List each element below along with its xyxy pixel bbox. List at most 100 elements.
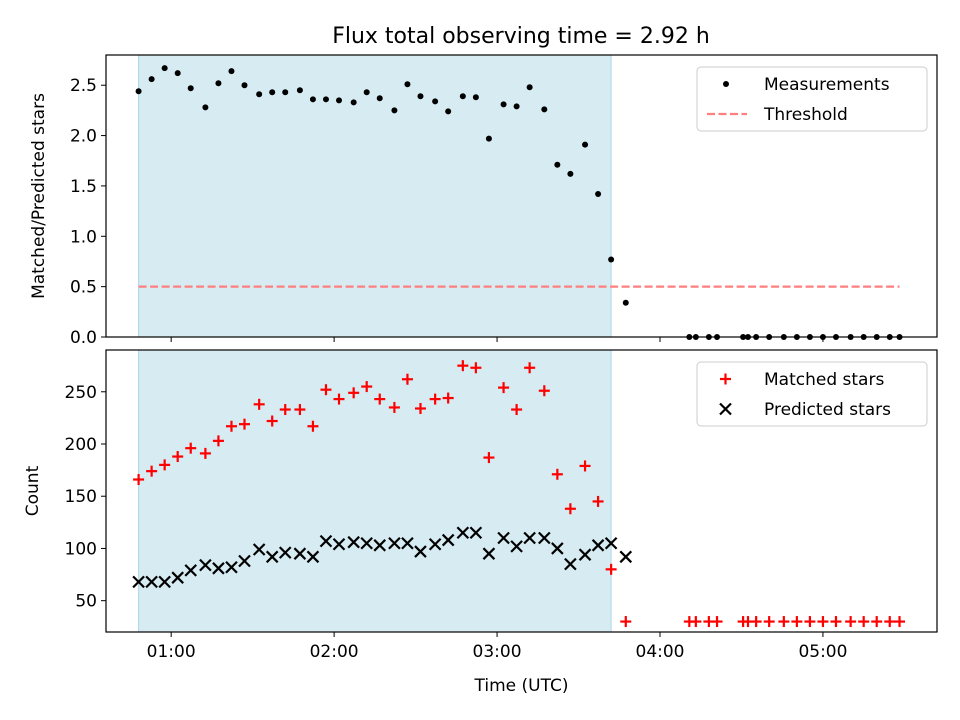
data-point — [225, 420, 237, 432]
data-point — [225, 560, 238, 574]
data-point — [567, 170, 574, 177]
x-b — [551, 542, 564, 555]
data-point — [294, 404, 306, 416]
data-point — [296, 87, 303, 94]
data-point — [266, 415, 278, 427]
y-tick-label: 250 — [65, 383, 97, 403]
y-tick-label: 2.5 — [70, 76, 97, 96]
data-point — [690, 616, 702, 628]
data-point — [256, 91, 263, 98]
data-point — [239, 418, 250, 430]
axes-frame — [105, 349, 938, 633]
data-point — [135, 88, 142, 95]
y-tick-label: 2.0 — [70, 127, 97, 147]
y-tick-label: 0.5 — [70, 278, 97, 298]
data-point — [306, 550, 320, 564]
data-point — [604, 536, 618, 550]
data-point — [252, 543, 266, 556]
data-point — [711, 616, 723, 628]
data-point — [373, 539, 387, 552]
data-point — [333, 393, 345, 405]
x-tick-label: 03:00 — [473, 642, 522, 662]
data-point — [894, 616, 906, 628]
data-point — [388, 536, 401, 550]
x-b — [414, 545, 427, 558]
data-point — [469, 526, 483, 540]
data-point — [523, 531, 536, 545]
data-point — [363, 89, 370, 96]
data-point — [199, 558, 212, 572]
x-b — [497, 531, 510, 545]
data-point — [282, 89, 289, 96]
data-point — [605, 563, 617, 575]
data-point — [414, 545, 427, 558]
x-b — [199, 558, 212, 572]
legend-marker — [723, 81, 729, 87]
data-point — [174, 70, 181, 77]
x-b — [319, 534, 333, 548]
data-point — [145, 575, 158, 589]
data-point — [513, 103, 520, 110]
data-point — [307, 420, 319, 432]
data-point — [541, 106, 548, 113]
chart-title: Flux total observing time = 2.92 h — [332, 24, 710, 49]
data-point — [348, 387, 360, 399]
x-b — [132, 575, 145, 589]
x-b — [238, 554, 251, 568]
data-point — [538, 531, 551, 545]
x-b — [158, 575, 171, 589]
x-axis-label: Time (UTC) — [474, 676, 569, 696]
x-b — [564, 557, 577, 571]
x-tick-label: 01:00 — [147, 642, 196, 662]
data-point — [161, 65, 168, 72]
data-point — [497, 531, 510, 545]
data-point — [579, 460, 591, 472]
data-point — [132, 575, 145, 589]
data-point — [592, 495, 604, 507]
x-b — [428, 537, 442, 551]
y-tick-label: 1.0 — [70, 227, 97, 247]
legend-label: Measurements — [764, 75, 890, 95]
x-b — [171, 571, 184, 584]
data-point — [619, 550, 633, 564]
observing-span — [138, 54, 612, 338]
data-point — [511, 404, 523, 416]
data-point — [858, 616, 870, 628]
data-point — [185, 442, 197, 454]
data-point — [524, 362, 536, 374]
data-point — [361, 381, 373, 393]
data-point — [171, 571, 184, 584]
x-b — [482, 547, 496, 560]
x-b — [604, 536, 618, 550]
x-b — [401, 536, 414, 550]
legend-box — [696, 361, 928, 427]
legend: Measurements Threshold — [696, 66, 928, 132]
data-point — [148, 76, 155, 83]
data-point — [404, 81, 411, 88]
x-b — [293, 547, 307, 560]
legend-label: Matched stars — [764, 370, 884, 390]
x-b — [619, 550, 633, 564]
legend-box — [696, 66, 928, 132]
data-point — [215, 80, 222, 87]
x-b — [360, 536, 373, 550]
data-point — [429, 393, 441, 405]
x-b — [538, 531, 551, 545]
series-predicted-stars — [132, 526, 633, 589]
x-b — [145, 575, 158, 589]
x-tick-label: 02:00 — [310, 642, 359, 662]
data-point — [374, 393, 386, 405]
data-point — [526, 84, 533, 91]
x-b — [578, 548, 592, 561]
data-point — [401, 373, 413, 385]
x-b — [332, 537, 346, 551]
series-matched-stars — [133, 360, 906, 628]
x-b — [510, 540, 523, 553]
series-measurements — [135, 65, 903, 340]
data-point — [376, 95, 383, 102]
data-point — [791, 616, 803, 628]
data-point — [500, 101, 507, 108]
y-axis-label: Count — [23, 465, 43, 516]
data-point — [804, 616, 816, 628]
